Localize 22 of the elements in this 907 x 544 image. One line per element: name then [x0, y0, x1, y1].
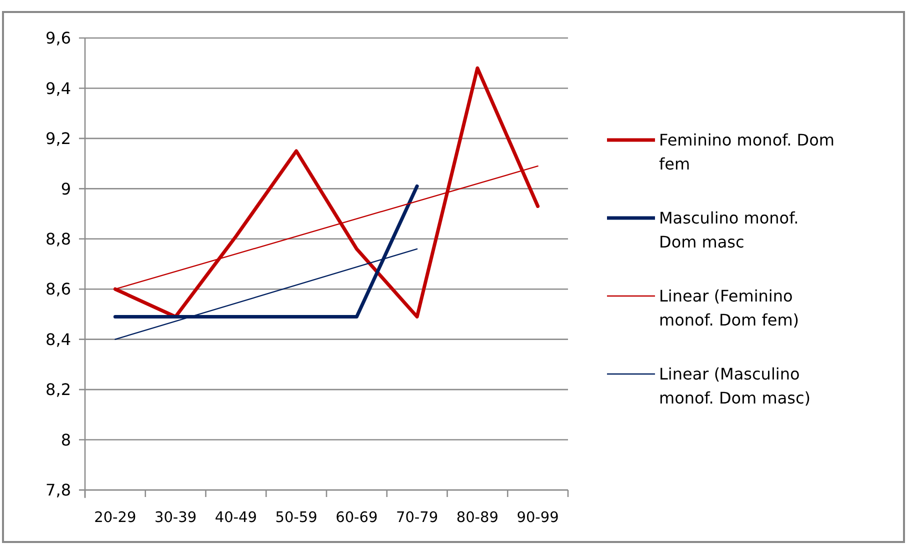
x-tick-label: 90-99	[516, 510, 559, 526]
x-tick-label: 70-79	[396, 510, 438, 526]
y-tick-label: 8,4	[46, 330, 71, 349]
x-tick-label: 80-89	[456, 510, 499, 526]
legend-label: Linear (Feminino monof. Dom fem)	[659, 286, 800, 330]
y-tick-label: 7,8	[46, 480, 71, 500]
legend-label: Feminino monof. Dom fem	[659, 130, 834, 174]
x-tick-label: 30-39	[154, 510, 197, 526]
y-tick-label: 9,6	[46, 28, 71, 48]
legend-label: Linear (Masculino monof. Dom masc)	[659, 364, 810, 408]
y-tick-label: 8,6	[46, 280, 71, 299]
y-tick-label: 9,4	[46, 78, 71, 98]
legend-label: Masculino monof. Dom masc	[659, 208, 799, 252]
y-tick-label: 9,2	[46, 129, 71, 148]
x-tick-label: 50-59	[275, 510, 318, 526]
y-tick-label: 8,2	[46, 380, 71, 400]
x-tick-label: 20-29	[94, 510, 136, 526]
y-tick-label: 9	[60, 179, 71, 198]
x-tick-label: 60-69	[336, 510, 378, 526]
y-tick-label: 8,8	[46, 229, 71, 248]
y-tick-label: 8	[60, 430, 71, 450]
x-tick-label: 40-49	[214, 510, 258, 526]
